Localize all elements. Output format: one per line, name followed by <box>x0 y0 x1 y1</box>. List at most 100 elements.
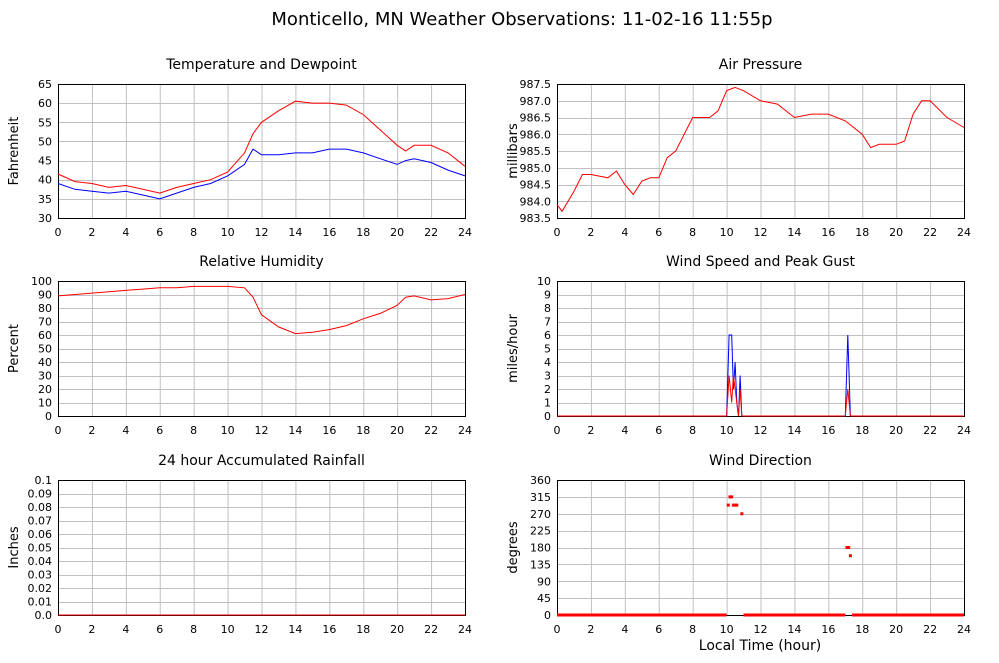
wind-direction-point <box>731 503 735 507</box>
y-tick-label: 60 <box>38 329 52 342</box>
x-tick-label: 22 <box>923 623 937 636</box>
x-tick-label: 8 <box>689 424 696 437</box>
x-tick-label: 16 <box>821 424 835 437</box>
y-tick-label: 0.1 <box>35 474 53 487</box>
y-axis-label: miles/hour <box>506 313 521 382</box>
x-tick-label: 18 <box>356 623 370 636</box>
y-tick-label: 986.0 <box>520 128 552 141</box>
y-tick-label: 0.05 <box>28 542 53 555</box>
plot-frame <box>58 281 466 417</box>
grid <box>557 84 965 219</box>
y-tick-label: 55 <box>38 116 52 129</box>
x-tick-label: 10 <box>720 226 734 239</box>
x-tick-label: 20 <box>390 623 404 636</box>
x-tick-label: 8 <box>190 226 197 239</box>
y-tick-label: 0.09 <box>28 488 53 501</box>
x-tick-label: 6 <box>655 424 662 437</box>
chart-title: Wind Speed and Peak Gust <box>666 254 855 270</box>
y-tick-label: 987.5 <box>520 78 552 91</box>
y-tick-label: 360 <box>530 474 551 487</box>
x-tick-label: 12 <box>754 424 768 437</box>
chart-title: Temperature and Dewpoint <box>165 57 357 73</box>
x-tick-label: 22 <box>923 226 937 239</box>
y-axis-label: Inches <box>7 526 22 568</box>
y-tick-label: 986.5 <box>520 112 552 125</box>
y-tick-label: 4 <box>544 356 551 369</box>
chart-title: Relative Humidity <box>199 254 323 270</box>
x-tick-label: 0 <box>554 226 561 239</box>
y-tick-label: 30 <box>38 370 52 383</box>
series-line-temp-1 <box>57 148 466 200</box>
x-tick-label: 16 <box>821 226 835 239</box>
x-tick-label: 16 <box>322 623 336 636</box>
x-tick-label: 10 <box>720 623 734 636</box>
x-tick-label: 18 <box>356 226 370 239</box>
y-tick-label: 90 <box>38 289 52 302</box>
wind-direction-point <box>733 503 737 507</box>
x-tick-label: 14 <box>787 623 801 636</box>
x-tick-label: 14 <box>288 424 302 437</box>
chart-title: Air Pressure <box>719 57 802 73</box>
y-tick-label: 80 <box>38 302 52 315</box>
wind-direction-point <box>735 503 739 507</box>
x-tick-label: 10 <box>221 226 235 239</box>
x-tick-label: 8 <box>190 623 197 636</box>
x-tick-label: 20 <box>889 623 903 636</box>
x-tick-label: 0 <box>55 424 62 437</box>
x-tick-label: 2 <box>88 226 95 239</box>
x-tick-label: 4 <box>122 623 129 636</box>
x-tick-label: 6 <box>156 226 163 239</box>
y-tick-label: 315 <box>530 491 551 504</box>
x-tick-label: 16 <box>821 623 835 636</box>
y-tick-label: 35 <box>38 193 52 206</box>
y-tick-label: 30 <box>38 212 52 225</box>
y-tick-label: 45 <box>38 155 52 168</box>
series-line-pressure-0 <box>556 86 965 213</box>
x-tick-label: 24 <box>458 226 472 239</box>
plot-frame <box>58 84 466 219</box>
y-tick-label: 0 <box>544 609 551 622</box>
x-axis-label: Local Time (hour) <box>699 638 821 654</box>
y-tick-label: 0.03 <box>28 569 53 582</box>
x-tick-label: 12 <box>255 623 269 636</box>
y-axis-label: millibars <box>506 123 521 179</box>
x-tick-label: 10 <box>720 424 734 437</box>
y-tick-label: 984.0 <box>520 195 552 208</box>
x-tick-label: 18 <box>855 623 869 636</box>
y-axis-label: Fahrenheit <box>7 117 22 186</box>
x-tick-label: 14 <box>288 623 302 636</box>
x-tick-label: 20 <box>390 226 404 239</box>
x-tick-label: 8 <box>689 623 696 636</box>
y-tick-label: 180 <box>530 542 551 555</box>
grid <box>58 281 466 417</box>
y-tick-label: 40 <box>38 356 52 369</box>
y-tick-label: 100 <box>31 275 52 288</box>
y-tick-label: 0 <box>544 410 551 423</box>
y-axis-label: Percent <box>7 324 22 373</box>
x-tick-label: 8 <box>689 226 696 239</box>
chart-title: 24 hour Accumulated Rainfall <box>158 453 365 469</box>
x-tick-label: 14 <box>787 424 801 437</box>
y-tick-label: 0.0 <box>35 609 53 622</box>
x-tick-label: 22 <box>424 623 438 636</box>
x-tick-label: 4 <box>122 226 129 239</box>
y-tick-label: 135 <box>530 558 551 571</box>
y-tick-label: 2 <box>544 383 551 396</box>
x-tick-label: 24 <box>458 623 472 636</box>
x-tick-label: 16 <box>322 226 336 239</box>
y-tick-label: 5 <box>544 343 551 356</box>
x-tick-label: 20 <box>889 226 903 239</box>
grid <box>58 84 466 219</box>
y-tick-label: 70 <box>38 316 52 329</box>
y-tick-label: 65 <box>38 78 52 91</box>
y-tick-label: 0.07 <box>28 515 53 528</box>
x-tick-label: 2 <box>88 424 95 437</box>
x-tick-label: 24 <box>957 623 971 636</box>
x-tick-label: 22 <box>424 226 438 239</box>
y-tick-label: 9 <box>544 289 551 302</box>
x-tick-label: 0 <box>554 623 561 636</box>
